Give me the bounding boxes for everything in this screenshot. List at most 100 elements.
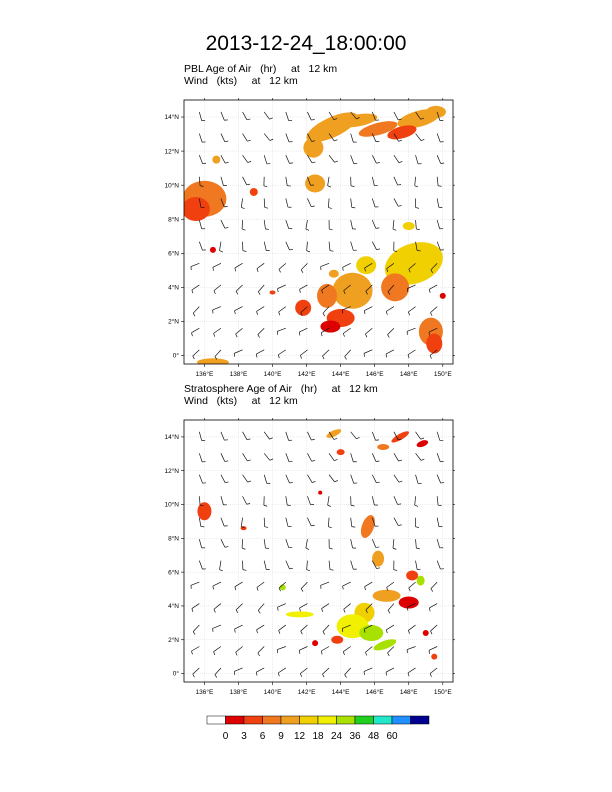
wind-barb-flag — [387, 334, 390, 338]
wind-barb-shaft — [365, 646, 373, 653]
wind-barb-flag — [416, 547, 420, 550]
wind-barb-flag — [224, 460, 229, 462]
wind-barb-flag — [214, 674, 218, 678]
wind-barb-shaft — [235, 327, 243, 335]
wind-barb-shaft — [242, 453, 248, 462]
wind-barb-shaft — [220, 539, 226, 548]
wind-barb-shaft — [285, 241, 290, 251]
wind-barb-flag — [299, 607, 301, 612]
pbl-age-field — [209, 246, 216, 253]
pbl-age-field — [212, 155, 221, 164]
lat-tick-label: 14°N — [164, 433, 179, 441]
wind-barb-shaft — [300, 624, 308, 632]
wind-barb-shaft — [342, 263, 351, 268]
wind-barb-shaft — [371, 155, 377, 164]
wind-barb-flag — [256, 311, 258, 315]
wind-barb-shaft — [392, 539, 395, 549]
wind-barb-flag — [329, 250, 334, 252]
lon-tick-label: 150°E — [434, 370, 452, 378]
wind-barb-shaft — [320, 581, 330, 586]
wind-barb-shaft — [198, 241, 203, 251]
stratosphere-age-field — [422, 629, 429, 636]
wind-barb-shaft — [436, 453, 441, 462]
wind-barb-flag — [334, 459, 338, 462]
wind-barb-shaft — [328, 154, 335, 163]
wind-barb-shaft — [220, 453, 226, 462]
wind-barb-flag — [342, 267, 344, 271]
wind-barb-flag — [191, 608, 194, 613]
wind-barb-shaft — [305, 220, 308, 230]
wind-barb-flag — [407, 672, 410, 677]
wind-barb-shaft — [371, 241, 377, 250]
wind-barb-flag — [420, 458, 425, 461]
wind-barb-flag — [247, 161, 252, 163]
wind-barb-shaft — [299, 284, 308, 290]
wind-barb-shaft — [365, 327, 373, 335]
wind-barb-flag — [333, 118, 338, 120]
wind-barb-shaft — [263, 155, 268, 164]
wind-barb-flag — [192, 631, 196, 635]
lon-tick-label: 140°E — [264, 688, 282, 696]
panel1-title-line1: PBL Age of Air (hr) at 12 km — [184, 63, 338, 75]
wind-barb-shaft — [212, 581, 222, 587]
wind-barb-shaft — [212, 306, 222, 311]
wind-barb-shaft — [371, 474, 377, 483]
stratosphere-age-field — [285, 611, 314, 618]
wind-barb-flag — [420, 117, 425, 120]
lat-tick-label: 10°N — [164, 181, 179, 189]
stratosphere-age-field — [279, 584, 286, 591]
wind-barb-shaft — [285, 431, 289, 441]
wind-barb-shaft — [408, 581, 416, 589]
wind-barb-flag — [277, 672, 280, 677]
wind-barb-shaft — [256, 581, 265, 588]
wind-barb-shaft — [415, 560, 418, 570]
wind-barb-shaft — [406, 646, 416, 650]
wind-barb-shaft — [305, 539, 308, 549]
wind-barb-flag — [242, 569, 247, 571]
wind-barb-shaft — [415, 431, 421, 440]
wind-barb-flag — [376, 248, 381, 250]
wind-barb-flag — [398, 524, 402, 526]
wind-barb-shaft — [256, 306, 265, 312]
wind-barb-flag — [235, 609, 239, 614]
wind-barb-shaft — [198, 155, 203, 164]
wind-barb-shaft — [436, 474, 442, 484]
wind-barb-flag — [311, 119, 315, 121]
wind-barb-flag — [269, 117, 273, 120]
wind-barb-flag — [278, 587, 281, 592]
wind-barb-flag — [269, 437, 273, 440]
wind-barb-flag — [392, 228, 397, 231]
wind-barb-flag — [246, 183, 251, 186]
wind-barb-flag — [311, 140, 316, 142]
wind-barb-flag — [298, 650, 301, 654]
wind-barb-flag — [398, 480, 403, 483]
wind-barb-shaft — [328, 560, 331, 570]
pbl-age-field — [184, 197, 210, 222]
pbl-age-field — [305, 174, 326, 193]
plot-area — [184, 420, 453, 682]
pbl-age-field — [356, 256, 377, 275]
wind-barb-flag — [329, 228, 333, 231]
wind-barb-shaft — [220, 496, 224, 505]
wind-barb-shaft — [278, 624, 287, 631]
wind-barb-shaft — [235, 603, 243, 611]
wind-barb-flag — [365, 652, 368, 656]
wind-barb-shaft — [299, 646, 308, 651]
stratosphere-age-field — [372, 589, 401, 602]
wind-barb-shaft — [242, 176, 247, 185]
wind-barb-flag — [334, 480, 338, 483]
wind-barb-flag — [289, 162, 293, 164]
wind-barb-flag — [438, 504, 442, 507]
wind-barb-shaft — [436, 241, 441, 251]
wind-barb-flag — [257, 334, 260, 338]
wind-barb-flag — [398, 205, 402, 207]
wind-barb-flag — [322, 673, 325, 678]
wind-barb-shaft — [364, 581, 373, 588]
wind-barb-flag — [264, 526, 269, 528]
wind-barb-shaft — [343, 284, 351, 291]
pbl-age-field — [320, 320, 341, 333]
stratosphere-age-field — [336, 449, 345, 456]
wind-barb-flag — [224, 546, 229, 548]
wind-barb-flag — [247, 459, 251, 462]
wind-barb-flag — [416, 228, 420, 230]
